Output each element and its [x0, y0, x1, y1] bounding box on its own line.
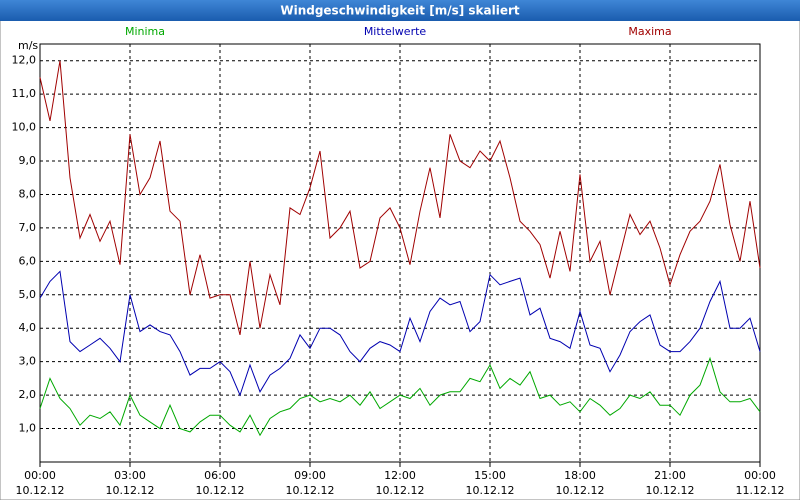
chart-title: Windgeschwindigkeit [m/s] skaliert: [280, 4, 520, 18]
title-bar: [0, 0, 800, 21]
legend-label: Maxima: [628, 25, 671, 38]
y-tick-label: 6,0: [19, 254, 37, 267]
x-tick-date: 11.12.12: [736, 484, 785, 497]
legend-label: Minima: [125, 25, 165, 38]
y-axis-label: m/s: [18, 39, 38, 52]
x-tick-label: 15:00: [474, 469, 506, 482]
y-tick-label: 2,0: [19, 388, 37, 401]
series-line: [39, 270, 761, 397]
y-tick-label: 8,0: [19, 187, 37, 200]
x-tick-label: 03:00: [114, 469, 146, 482]
y-tick-label: 3,0: [19, 355, 37, 368]
y-tick-label: 5,0: [19, 288, 37, 301]
y-tick-label: 1,0: [19, 422, 37, 435]
x-tick-label: 12:00: [384, 469, 416, 482]
x-tick-date: 10.12.12: [556, 484, 605, 497]
x-tick-label: 06:00: [204, 469, 236, 482]
series-line: [39, 60, 761, 336]
y-tick-label: 12,0: [12, 54, 37, 67]
x-tick-date: 10.12.12: [16, 484, 65, 497]
x-tick-date: 10.12.12: [286, 484, 335, 497]
x-tick-date: 10.12.12: [196, 484, 245, 497]
x-tick-date: 10.12.12: [466, 484, 515, 497]
y-tick-label: 11,0: [12, 87, 37, 100]
x-tick-date: 10.12.12: [376, 484, 425, 497]
x-tick-label: 00:00: [24, 469, 56, 482]
x-tick-label: 09:00: [294, 469, 326, 482]
y-tick-label: 10,0: [12, 121, 37, 134]
y-tick-label: 9,0: [19, 154, 37, 167]
x-tick-date: 10.12.12: [646, 484, 695, 497]
x-tick-label: 00:00: [744, 469, 776, 482]
y-tick-label: 4,0: [19, 321, 37, 334]
legend-label: Mittelwerte: [364, 25, 427, 38]
x-tick-label: 18:00: [564, 469, 596, 482]
x-tick-label: 21:00: [654, 469, 686, 482]
x-tick-date: 10.12.12: [106, 484, 155, 497]
series-line: [39, 356, 761, 437]
y-tick-label: 7,0: [19, 221, 37, 234]
